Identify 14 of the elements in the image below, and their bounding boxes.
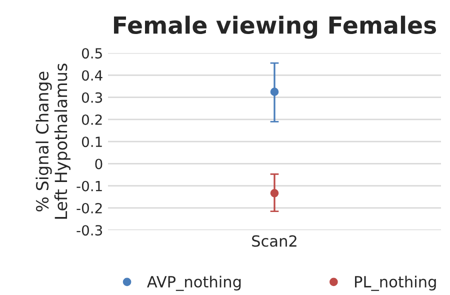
y-tick-label: 0.4 (82, 70, 102, 81)
legend-label: AVP_nothing (147, 276, 241, 291)
y-tick-label: 0.3 (82, 92, 102, 103)
y-tick-label: -0.3 (76, 225, 102, 236)
y-tick-label: -0.2 (76, 202, 102, 214)
y-tick-label: 0.1 (82, 136, 102, 148)
y-tick-label: 0.2 (82, 114, 102, 125)
x-tick-label: Scan2 (252, 235, 296, 247)
y-tick-label: 0 (95, 158, 102, 170)
y-tick-label: 0.5 (82, 48, 102, 59)
legend-label: PL_nothing (355, 276, 436, 291)
chart-title: Female viewing Females (114, 16, 436, 39)
y-tick-label: -0.1 (76, 180, 102, 192)
y-axis-title: % Signal Change Left Hypothalamus (36, 64, 70, 219)
